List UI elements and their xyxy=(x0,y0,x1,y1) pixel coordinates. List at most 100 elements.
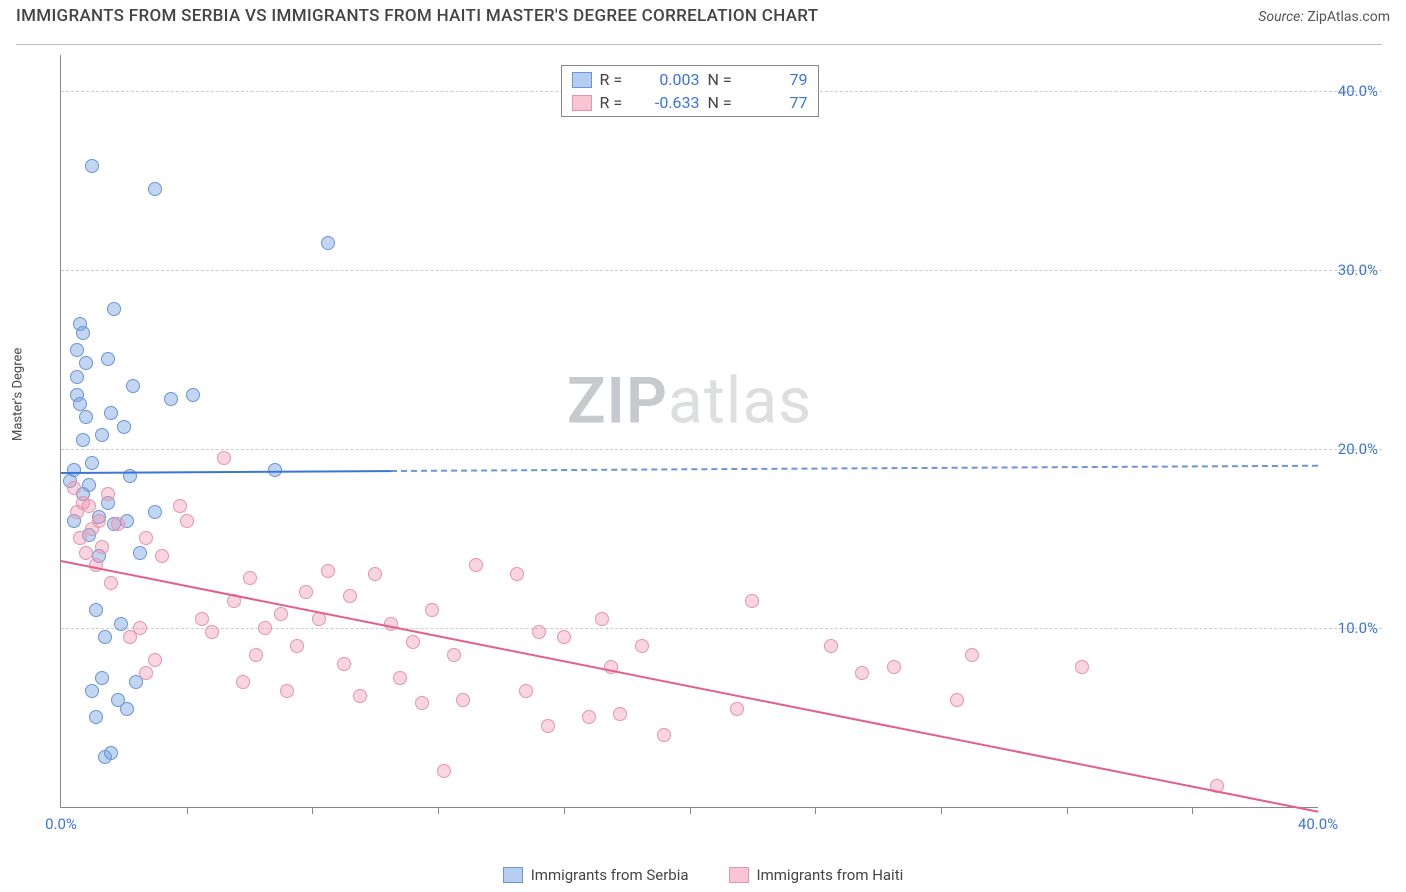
data-point xyxy=(557,630,571,644)
data-point xyxy=(258,621,272,635)
data-point xyxy=(164,392,178,406)
legend-label: Immigrants from Serbia xyxy=(531,866,689,884)
r-value-haiti: -0.633 xyxy=(640,93,700,112)
data-point xyxy=(406,635,420,649)
data-point xyxy=(98,630,112,644)
data-point xyxy=(70,370,84,384)
x-tick xyxy=(438,807,439,814)
data-point xyxy=(321,564,335,578)
plot-area: ZIPatlas R = 0.003 N = 79 R = -0.633 N =… xyxy=(60,55,1318,808)
x-tick xyxy=(690,807,691,814)
data-point xyxy=(437,764,451,778)
data-point xyxy=(415,696,429,710)
data-point xyxy=(76,326,90,340)
data-point xyxy=(79,546,93,560)
watermark-bold: ZIP xyxy=(567,363,668,438)
data-point xyxy=(519,684,533,698)
data-point xyxy=(173,499,187,513)
data-point xyxy=(887,660,901,674)
data-point xyxy=(541,719,555,733)
x-tick xyxy=(1192,807,1193,814)
y-tick-label: 30.0% xyxy=(1322,261,1378,279)
data-point xyxy=(274,607,288,621)
data-point xyxy=(67,481,81,495)
legend-item-serbia: Immigrants from Serbia xyxy=(503,866,689,884)
trendline xyxy=(61,560,1318,813)
data-point xyxy=(280,684,294,698)
data-point xyxy=(595,612,609,626)
data-point xyxy=(195,612,209,626)
data-point xyxy=(148,505,162,519)
data-point xyxy=(824,639,838,653)
data-point xyxy=(745,594,759,608)
data-point xyxy=(79,410,93,424)
data-point xyxy=(155,549,169,563)
data-point xyxy=(111,517,125,531)
data-point xyxy=(126,379,140,393)
data-point xyxy=(635,639,649,653)
data-point xyxy=(965,648,979,662)
data-point xyxy=(613,707,627,721)
data-point xyxy=(114,617,128,631)
data-point xyxy=(425,603,439,617)
x-tick xyxy=(1067,807,1068,814)
legend-row-haiti: R = -0.633 N = 77 xyxy=(572,91,808,114)
n-value-haiti: 77 xyxy=(748,93,808,112)
x-tick xyxy=(312,807,313,814)
data-point xyxy=(101,352,115,366)
data-point xyxy=(148,182,162,196)
data-point xyxy=(120,702,134,716)
x-tick xyxy=(564,807,565,814)
n-label: N = xyxy=(708,70,740,89)
source: Source: ZipAtlas.com xyxy=(1258,9,1390,25)
data-point xyxy=(92,514,106,528)
data-point xyxy=(337,657,351,671)
x-tick-label: 0.0% xyxy=(45,815,77,833)
n-label: N = xyxy=(708,93,740,112)
y-tick-label: 40.0% xyxy=(1322,82,1378,100)
data-point xyxy=(186,388,200,402)
data-point xyxy=(95,428,109,442)
chart-area: Master's Degree ZIPatlas R = 0.003 N = 7… xyxy=(16,44,1382,836)
data-point xyxy=(456,693,470,707)
data-point xyxy=(582,710,596,724)
chart-title: IMMIGRANTS FROM SERBIA VS IMMIGRANTS FRO… xyxy=(16,6,818,26)
swatch-haiti xyxy=(729,867,749,883)
data-point xyxy=(205,625,219,639)
data-point xyxy=(104,576,118,590)
n-value-serbia: 79 xyxy=(748,70,808,89)
r-label: R = xyxy=(600,70,632,89)
source-label: Source: xyxy=(1258,9,1303,25)
data-point xyxy=(855,666,869,680)
trendline xyxy=(61,470,391,474)
x-tick xyxy=(941,807,942,814)
data-point xyxy=(79,356,93,370)
x-tick xyxy=(815,807,816,814)
data-point xyxy=(133,621,147,635)
data-point xyxy=(321,236,335,250)
data-point xyxy=(249,648,263,662)
data-point xyxy=(510,567,524,581)
trendline-extrapolated xyxy=(391,465,1318,472)
data-point xyxy=(148,653,162,667)
correlation-legend: R = 0.003 N = 79 R = -0.633 N = 77 xyxy=(561,65,819,117)
y-axis-label: Master's Degree xyxy=(11,347,26,440)
data-point xyxy=(950,693,964,707)
data-point xyxy=(657,728,671,742)
data-point xyxy=(217,451,231,465)
legend-row-serbia: R = 0.003 N = 79 xyxy=(572,68,808,91)
data-point xyxy=(139,666,153,680)
data-point xyxy=(107,302,121,316)
data-point xyxy=(95,540,109,554)
data-point xyxy=(85,159,99,173)
data-point xyxy=(104,746,118,760)
data-point xyxy=(469,558,483,572)
swatch-serbia xyxy=(572,72,592,88)
legend-item-haiti: Immigrants from Haiti xyxy=(729,866,904,884)
data-point xyxy=(236,675,250,689)
data-point xyxy=(243,571,257,585)
data-point xyxy=(117,420,131,434)
x-tick xyxy=(187,807,188,814)
legend-label: Immigrants from Haiti xyxy=(757,866,904,884)
series-legend: Immigrants from Serbia Immigrants from H… xyxy=(0,866,1406,884)
